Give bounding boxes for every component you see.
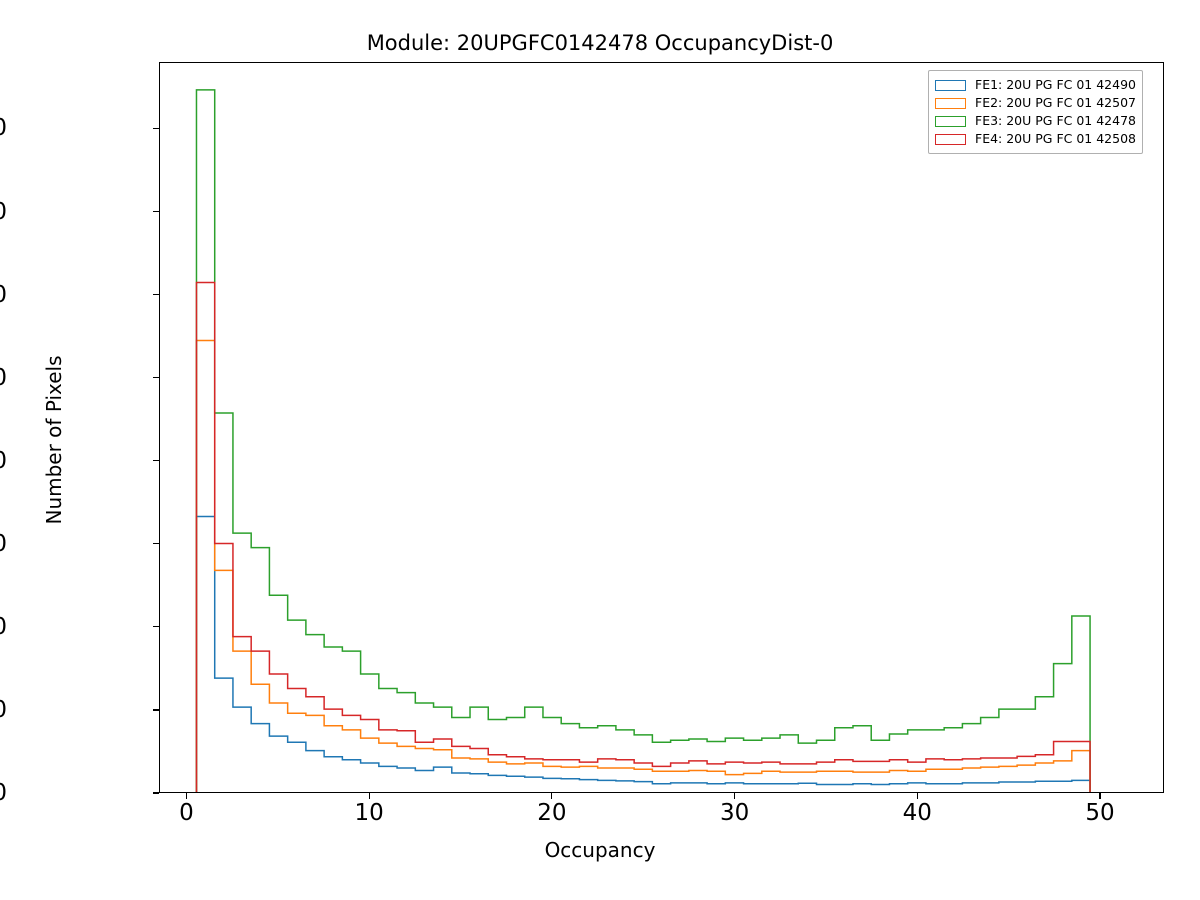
y-tick-label-0: 0 — [0, 780, 7, 806]
x-tick-mark-3 — [733, 793, 736, 799]
x-tick-mark-0 — [185, 793, 187, 799]
legend-label-3: FE3: 20U PG FC 01 42478 — [975, 113, 1136, 128]
y-tick-label-8: 1600 — [0, 115, 7, 141]
x-tick-label-2: 20 — [537, 800, 567, 826]
legend: FE1: 20U PG FC 01 42490 FE2: 20U PG FC 01… — [928, 70, 1143, 154]
y-tick-label-5: 1000 — [0, 365, 7, 391]
y-tick-label-1: 200 — [0, 697, 7, 723]
legend-swatch-1 — [935, 79, 966, 91]
y-tick-mark-6 — [153, 293, 159, 296]
plot-area — [159, 62, 1164, 793]
legend-item-2: FE2: 20U PG FC 01 42507 — [935, 94, 1136, 112]
y-axis-label: Number of Pixels — [42, 355, 66, 525]
y-tick-label-7: 1400 — [0, 199, 7, 225]
legend-swatch-4 — [935, 133, 966, 145]
series-line-2 — [196, 341, 1090, 792]
legend-label-2: FE2: 20U PG FC 01 42507 — [975, 95, 1136, 110]
y-tick-mark-1 — [153, 709, 159, 711]
legend-swatch-2 — [935, 97, 966, 109]
x-tick-mark-1 — [368, 793, 370, 799]
x-tick-label-0: 0 — [179, 800, 194, 826]
y-tick-mark-2 — [153, 626, 159, 628]
y-tick-mark-7 — [153, 210, 159, 213]
y-tick-mark-0 — [153, 792, 159, 794]
y-tick-mark-8 — [153, 127, 159, 130]
y-tick-label-4: 800 — [0, 448, 7, 474]
series-line-3 — [196, 90, 1090, 792]
x-tick-label-4: 40 — [902, 800, 932, 826]
x-tick-label-5: 50 — [1085, 800, 1115, 826]
x-tick-label-3: 30 — [719, 800, 750, 826]
legend-label-4: FE4: 20U PG FC 01 42508 — [975, 131, 1136, 146]
x-tick-mark-2 — [551, 793, 553, 799]
legend-swatch-3 — [935, 115, 966, 127]
y-tick-mark-5 — [153, 377, 159, 379]
y-tick-label-6: 1200 — [0, 282, 7, 308]
x-tick-mark-4 — [916, 793, 918, 799]
series-line-1 — [196, 517, 1090, 792]
y-tick-label-3: 600 — [0, 531, 7, 557]
x-tick-mark-5 — [1099, 793, 1101, 799]
histogram-step-lines — [160, 63, 1163, 792]
legend-item-1: FE1: 20U PG FC 01 42490 — [935, 76, 1136, 94]
y-tick-mark-3 — [153, 543, 159, 545]
x-tick-label-1: 10 — [354, 800, 384, 826]
y-tick-label-2: 400 — [0, 614, 7, 640]
legend-item-3: FE3: 20U PG FC 01 42478 — [935, 112, 1136, 130]
series-line-4 — [196, 283, 1090, 792]
y-tick-mark-4 — [153, 460, 159, 462]
x-axis-label: Occupancy — [544, 838, 656, 862]
chart-title: Module: 20UPGFC0142478 OccupancyDist-0 — [366, 31, 834, 55]
legend-item-4: FE4: 20U PG FC 01 42508 — [935, 130, 1136, 148]
legend-label-1: FE1: 20U PG FC 01 42490 — [975, 77, 1136, 92]
